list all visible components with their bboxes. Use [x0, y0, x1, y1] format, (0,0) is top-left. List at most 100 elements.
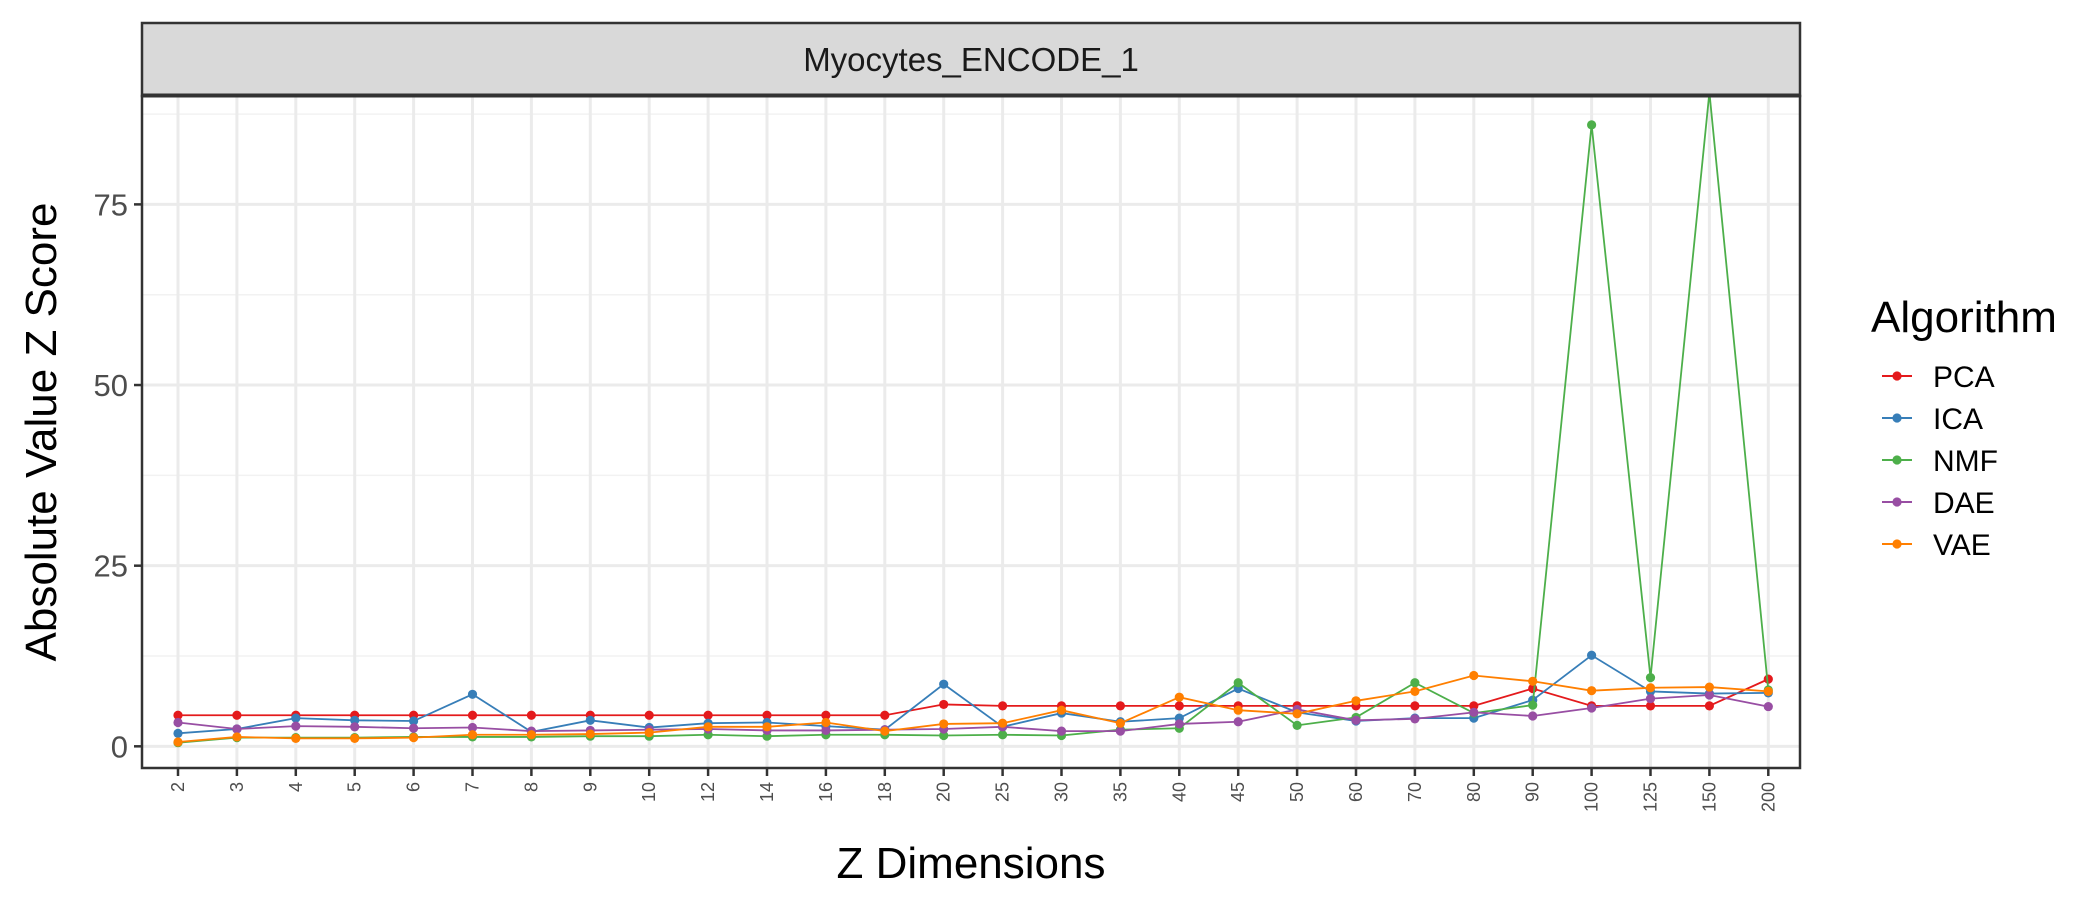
x-tick-label: 80 [1464, 782, 1484, 802]
x-tick-label: 200 [1758, 782, 1778, 812]
legend-item-ica: ICA [1882, 403, 1983, 436]
data-point-pca [703, 710, 713, 720]
data-point-vae [1469, 670, 1479, 681]
data-point-pca [1115, 701, 1125, 711]
data-point-pca [1174, 701, 1184, 711]
data-point-dae [232, 724, 242, 734]
data-point-dae [1645, 694, 1656, 704]
legend-key-point-dae [1892, 497, 1902, 507]
data-point-pca [1645, 701, 1656, 711]
legend-item-pca: PCA [1882, 361, 1995, 394]
y-tick-label: 75 [94, 187, 128, 222]
x-tick-label: 40 [1169, 782, 1189, 802]
data-point-dae [1469, 707, 1479, 717]
legend: Algorithm PCA ICA NMF DAE VAE [1871, 293, 2057, 562]
data-point-nmf [1645, 673, 1656, 683]
data-point-dae [1528, 711, 1538, 721]
data-point-ica [409, 716, 419, 726]
data-point-dae [1351, 715, 1361, 725]
x-tick-label: 10 [639, 782, 659, 802]
x-tick-label: 25 [993, 782, 1013, 802]
data-point-pca [526, 710, 537, 720]
x-tick-label: 70 [1405, 782, 1425, 802]
x-tick-label: 20 [934, 782, 954, 802]
data-point-vae [998, 718, 1008, 728]
data-point-dae [1704, 690, 1714, 700]
data-point-vae [1056, 705, 1067, 715]
data-point-dae [1174, 719, 1184, 729]
y-axis-ticks: 0 25 50 75 [94, 187, 142, 764]
legend-title: Algorithm [1871, 293, 2057, 342]
data-point-vae [526, 730, 537, 740]
data-point-ica [173, 728, 183, 738]
legend-key-point-vae [1892, 539, 1902, 549]
data-point-dae [1115, 726, 1125, 736]
series-lines [173, 96, 1773, 748]
data-point-nmf [998, 730, 1008, 740]
data-point-vae [409, 733, 419, 743]
data-point-vae [644, 727, 654, 738]
data-point-pca [1410, 701, 1420, 711]
data-point-vae [939, 719, 949, 729]
x-tick-label: 35 [1110, 782, 1130, 802]
grid-lines [142, 96, 1800, 768]
data-point-vae [1645, 683, 1656, 693]
data-point-ica [939, 679, 949, 689]
data-point-ica [1587, 650, 1597, 660]
data-point-vae [1351, 696, 1361, 706]
data-point-pca [1469, 701, 1479, 711]
data-point-dae [350, 722, 360, 732]
data-point-vae [1528, 676, 1538, 686]
legend-key-point-nmf [1892, 455, 1902, 465]
legend-label-ica: ICA [1933, 403, 1983, 436]
data-point-pca [1763, 674, 1773, 684]
x-tick-label: 150 [1699, 782, 1719, 812]
data-point-vae [1292, 709, 1302, 719]
data-point-pca [173, 710, 183, 720]
data-point-pca [998, 701, 1008, 711]
data-point-vae [821, 717, 831, 728]
data-point-nmf [1587, 120, 1597, 130]
legend-label-vae: VAE [1933, 529, 1991, 562]
data-point-dae [291, 721, 301, 731]
data-point-pca [1704, 701, 1714, 711]
legend-label-dae: DAE [1933, 487, 1995, 520]
data-point-pca [467, 710, 478, 720]
x-tick-label: 90 [1523, 782, 1543, 802]
data-point-vae [173, 737, 183, 747]
x-tick-label: 14 [757, 782, 777, 802]
x-tick-label: 7 [463, 782, 483, 792]
data-point-dae [173, 717, 183, 728]
x-tick-label: 45 [1228, 782, 1248, 802]
data-point-ica [467, 689, 478, 699]
data-point-pca [232, 710, 242, 720]
x-tick-label: 16 [816, 782, 836, 802]
y-tick-label: 0 [111, 729, 128, 764]
x-tick-label: 9 [580, 782, 600, 792]
x-tick-label: 18 [875, 782, 895, 802]
data-point-ica [350, 715, 360, 725]
data-point-ica [585, 715, 595, 725]
series-line-dae [177, 694, 1769, 733]
data-point-vae [762, 722, 772, 732]
legend-items: PCA ICA NMF DAE VAE [1882, 361, 1998, 562]
data-point-dae [1763, 701, 1773, 712]
y-axis-title: Absolute Value Z Score [17, 203, 66, 662]
data-point-nmf [1233, 678, 1243, 688]
data-point-vae [1410, 686, 1420, 697]
data-point-dae [1233, 717, 1243, 727]
data-point-nmf [1292, 720, 1302, 730]
x-tick-label: 60 [1346, 782, 1366, 802]
data-point-nmf [1410, 678, 1420, 688]
data-point-vae [1704, 682, 1714, 692]
x-tick-label: 5 [345, 782, 365, 792]
x-tick-label: 4 [286, 782, 306, 792]
legend-label-nmf: NMF [1933, 445, 1998, 478]
plot-panel [142, 96, 1800, 768]
data-point-dae [409, 723, 419, 733]
x-tick-label: 8 [521, 782, 541, 792]
x-tick-label: 30 [1052, 782, 1072, 802]
legend-item-dae: DAE [1882, 487, 1995, 520]
